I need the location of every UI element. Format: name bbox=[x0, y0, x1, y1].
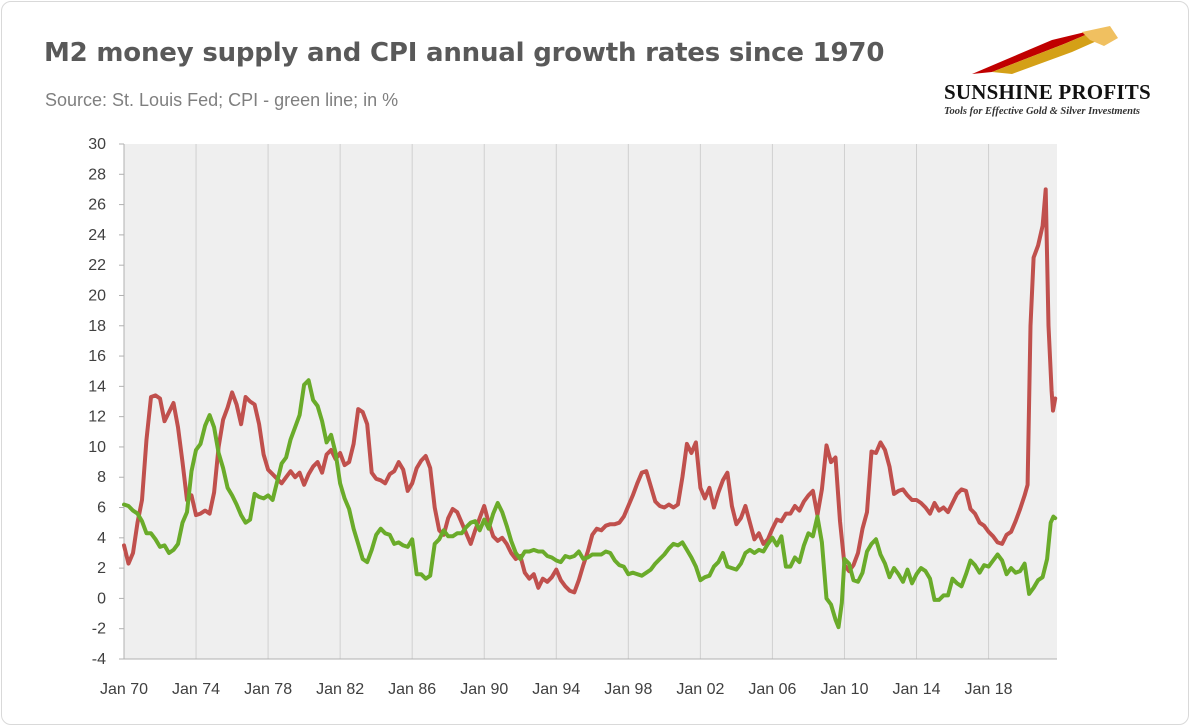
y-tick-label: 18 bbox=[88, 318, 106, 335]
x-tick-label: Jan 82 bbox=[316, 681, 364, 698]
x-tick-label: Jan 86 bbox=[388, 681, 436, 698]
logo-swoosh-icon bbox=[972, 26, 1118, 74]
cpi-growth-line bbox=[122, 378, 1058, 630]
y-tick-label: 2 bbox=[97, 560, 106, 577]
logo-name: SUNSHINE PROFITS bbox=[944, 80, 1151, 104]
x-tick-label: Jan 14 bbox=[892, 681, 940, 698]
x-tick-label: Jan 78 bbox=[244, 681, 292, 698]
y-tick-label: 24 bbox=[88, 227, 106, 244]
x-tick-label: Jan 02 bbox=[676, 681, 724, 698]
y-tick-label: 8 bbox=[97, 469, 106, 486]
x-tick-label: Jan 06 bbox=[748, 681, 796, 698]
y-tick-label: 22 bbox=[88, 257, 106, 274]
y-tick-label: 20 bbox=[88, 287, 106, 304]
y-tick-label: 6 bbox=[97, 500, 106, 517]
plot-area bbox=[124, 144, 1057, 659]
m2-growth-line bbox=[122, 187, 1058, 595]
y-tick-label: 16 bbox=[88, 348, 106, 365]
y-tick-label: 12 bbox=[88, 409, 106, 426]
y-tick-label: 26 bbox=[88, 197, 106, 214]
y-tick-label: 10 bbox=[88, 439, 106, 456]
x-tick-label: Jan 74 bbox=[172, 681, 220, 698]
x-tick-label: Jan 90 bbox=[460, 681, 508, 698]
x-tick-label: Jan 70 bbox=[100, 681, 148, 698]
y-tick-label: 0 bbox=[97, 590, 106, 607]
chart-subtitle: Source: St. Louis Fed; CPI - green line;… bbox=[45, 90, 399, 110]
x-tick-label: Jan 98 bbox=[604, 681, 652, 698]
x-tick-label: Jan 10 bbox=[820, 681, 868, 698]
x-tick-label: Jan 18 bbox=[965, 681, 1013, 698]
y-tick-label: 4 bbox=[97, 530, 106, 547]
logo-tagline: Tools for Effective Gold & Silver Invest… bbox=[944, 106, 1140, 117]
sunshine-profits-logo: SUNSHINE PROFITS Tools for Effective Gol… bbox=[932, 22, 1172, 122]
y-tick-label: 28 bbox=[88, 166, 106, 183]
y-tick-label: 14 bbox=[88, 378, 106, 395]
x-tick-label: Jan 94 bbox=[532, 681, 580, 698]
y-tick-label: -2 bbox=[92, 621, 106, 638]
y-tick-label: 30 bbox=[88, 136, 106, 153]
y-tick-label: -4 bbox=[92, 651, 106, 668]
chart-title: M2 money supply and CPI annual growth ra… bbox=[44, 38, 885, 68]
